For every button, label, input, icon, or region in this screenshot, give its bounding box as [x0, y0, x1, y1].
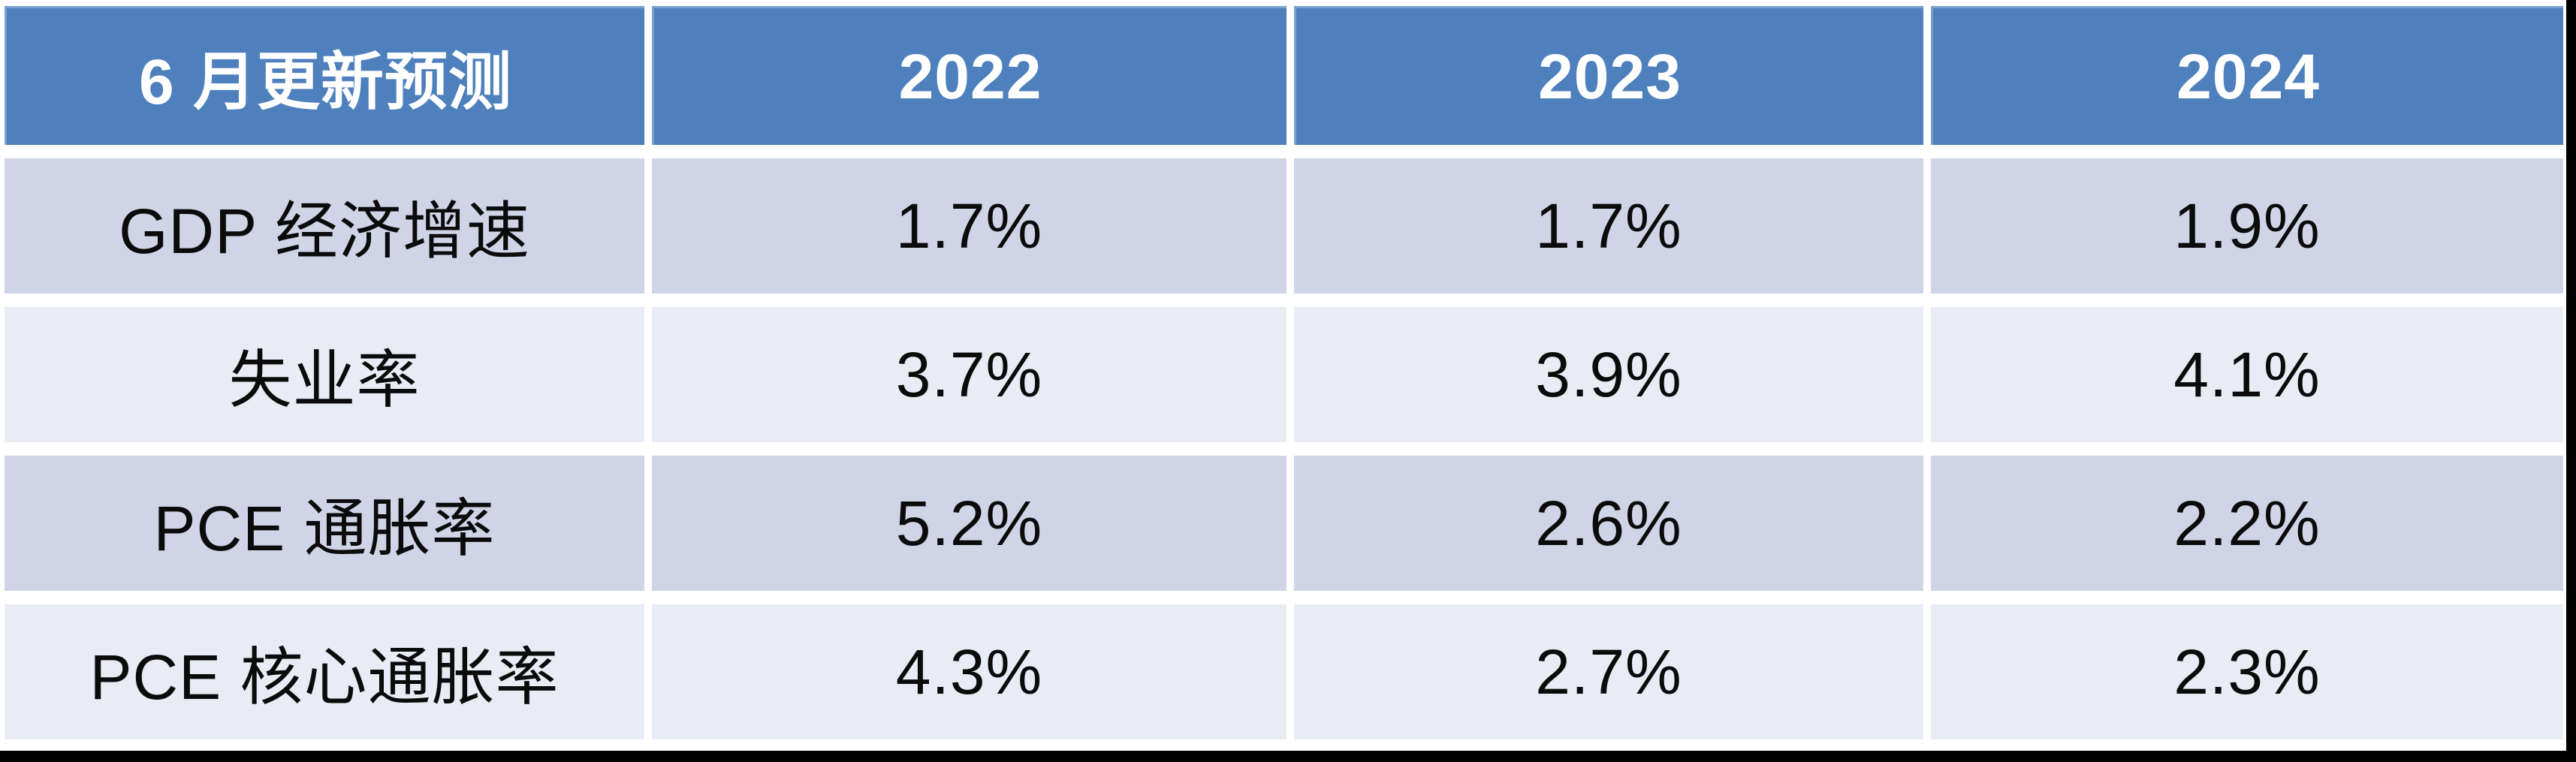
forecast-table: 6 月更新预测 2022 2023 2024 GDP 经济增速 1.7% 1.7…	[5, 6, 2566, 739]
cell-gdp-2022: 1.7%	[652, 158, 1286, 294]
cell-gdp-2023: 1.7%	[1294, 158, 1923, 294]
cell-unemployment-2023: 3.9%	[1294, 307, 1923, 442]
row-label-pce-inflation: PCE 通胀率	[5, 456, 644, 591]
cell-core-pce-2024: 2.3%	[1931, 604, 2563, 739]
cell-gdp-2024: 1.9%	[1931, 158, 2563, 294]
cell-pce-2022: 5.2%	[652, 456, 1286, 591]
table-header-year-2022: 2022	[652, 6, 1286, 145]
cell-core-pce-2023: 2.7%	[1294, 604, 1923, 739]
table-header-year-2023: 2023	[1294, 6, 1923, 145]
cell-pce-2024: 2.2%	[1931, 456, 2563, 591]
table-header-year-2024: 2024	[1931, 6, 2563, 145]
row-label-core-pce-inflation: PCE 核心通胀率	[5, 604, 644, 739]
cell-pce-2023: 2.6%	[1294, 456, 1923, 591]
row-label-unemployment: 失业率	[5, 307, 644, 442]
cell-unemployment-2022: 3.7%	[652, 307, 1286, 442]
cell-core-pce-2022: 4.3%	[652, 604, 1286, 739]
table-header-corner: 6 月更新预测	[5, 6, 644, 145]
row-label-gdp-growth: GDP 经济增速	[5, 158, 644, 294]
cell-unemployment-2024: 4.1%	[1931, 307, 2563, 442]
